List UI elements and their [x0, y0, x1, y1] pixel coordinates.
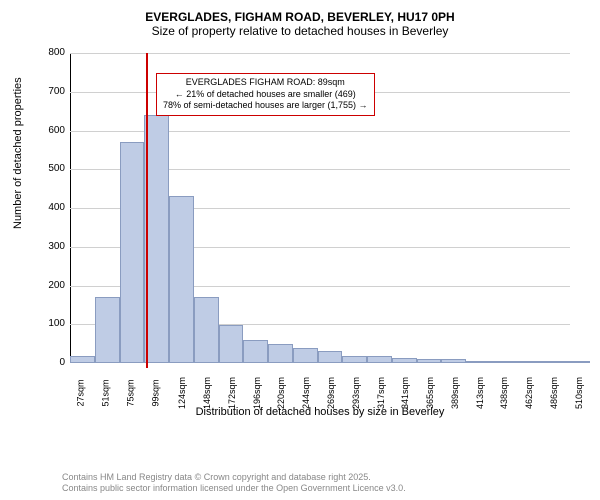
footer-line1: Contains HM Land Registry data © Crown c… — [62, 472, 406, 484]
y-tick: 500 — [40, 163, 65, 174]
x-tick: 75sqm — [125, 379, 135, 406]
chart-title-sub: Size of property relative to detached ho… — [10, 24, 590, 38]
y-tick: 100 — [40, 318, 65, 329]
bar — [70, 356, 95, 363]
bar — [516, 361, 541, 363]
bar — [293, 348, 318, 364]
y-tick: 700 — [40, 86, 65, 97]
bar — [95, 297, 120, 363]
x-tick: 438sqm — [499, 377, 509, 409]
x-tick: 365sqm — [425, 377, 435, 409]
x-tick: 148sqm — [202, 377, 212, 409]
x-tick: 172sqm — [227, 377, 237, 409]
x-tick: 196sqm — [252, 377, 262, 409]
bar — [342, 356, 367, 363]
x-tick: 99sqm — [150, 379, 160, 406]
bar — [565, 361, 590, 363]
x-tick: 220sqm — [276, 377, 286, 409]
chart-container: EVERGLADES, FIGHAM ROAD, BEVERLEY, HU17 … — [0, 0, 600, 500]
y-tick: 800 — [40, 47, 65, 58]
y-tick: 400 — [40, 202, 65, 213]
x-tick: 27sqm — [76, 379, 86, 406]
x-tick: 389sqm — [450, 377, 460, 409]
bar — [169, 196, 194, 363]
annotation-line3: 78% of semi-detached houses are larger (… — [163, 100, 368, 112]
y-tick: 600 — [40, 125, 65, 136]
bar — [466, 361, 491, 363]
bar — [219, 325, 244, 363]
bar — [441, 359, 466, 363]
marker-line — [146, 53, 148, 368]
annotation-line2: ← 21% of detached houses are smaller (46… — [163, 89, 368, 101]
x-tick: 317sqm — [376, 377, 386, 409]
x-tick: 462sqm — [524, 377, 534, 409]
footer: Contains HM Land Registry data © Crown c… — [62, 472, 406, 495]
bar — [120, 142, 145, 363]
annotation-box: EVERGLADES FIGHAM ROAD: 89sqm ← 21% of d… — [156, 73, 375, 116]
annotation-line1: EVERGLADES FIGHAM ROAD: 89sqm — [163, 77, 368, 89]
x-tick: 124sqm — [177, 377, 187, 409]
bar — [243, 340, 268, 363]
chart-area: Number of detached properties 0100200300… — [10, 43, 590, 423]
plot-area: 0100200300400500600700800 27sqm51sqm75sq… — [70, 53, 570, 363]
x-tick: 413sqm — [475, 377, 485, 409]
bar — [540, 361, 565, 363]
x-tick: 486sqm — [549, 377, 559, 409]
chart-title-main: EVERGLADES, FIGHAM ROAD, BEVERLEY, HU17 … — [10, 10, 590, 24]
bar — [367, 356, 392, 363]
bar — [491, 361, 516, 363]
bar — [268, 344, 293, 363]
bar — [144, 115, 169, 363]
x-tick: 269sqm — [326, 377, 336, 409]
bar — [194, 297, 219, 363]
x-tick: 510sqm — [574, 377, 584, 409]
y-axis-label: Number of detached properties — [12, 77, 24, 229]
x-tick: 244sqm — [301, 377, 311, 409]
x-tick: 51sqm — [101, 379, 111, 406]
bar — [417, 359, 442, 363]
y-tick: 300 — [40, 241, 65, 252]
footer-line2: Contains public sector information licen… — [62, 483, 406, 495]
bar — [392, 358, 417, 363]
bar — [318, 351, 343, 363]
y-tick: 0 — [40, 357, 65, 368]
x-tick: 341sqm — [400, 377, 410, 409]
x-tick: 293sqm — [351, 377, 361, 409]
x-axis-label: Distribution of detached houses by size … — [70, 406, 570, 418]
y-tick: 200 — [40, 280, 65, 291]
